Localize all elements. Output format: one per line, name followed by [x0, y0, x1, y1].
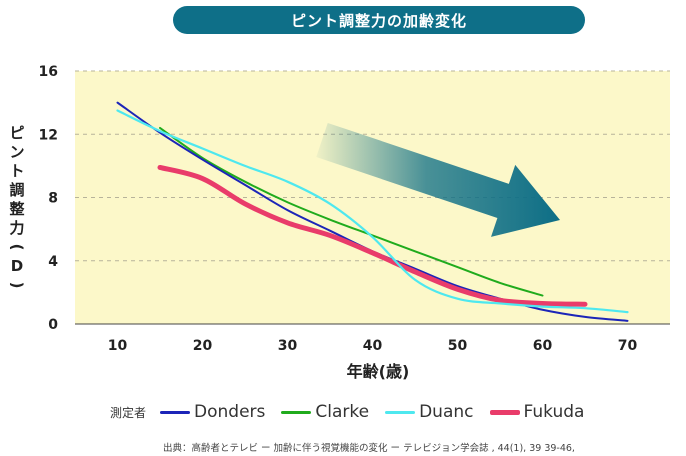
legend-label: Fukuda	[523, 402, 585, 422]
y-axis-label-char: 整	[9, 200, 24, 218]
series-line-fukuda	[157, 164, 588, 307]
legend-swatch	[489, 409, 520, 415]
x-axis-label: 年齢(歳)	[347, 362, 410, 381]
x-tick-label: 60	[533, 338, 553, 354]
y-axis-label-char: ン	[9, 143, 24, 161]
y-axis-label-char: (	[8, 244, 26, 251]
y-axis-label-char: )	[8, 282, 26, 289]
legend-swatch	[160, 410, 191, 414]
y-axis-label-char: D	[11, 257, 23, 275]
legend-swatch	[385, 410, 416, 414]
x-tick-label: 10	[108, 338, 128, 354]
legend-item-donders: Donders	[160, 402, 265, 422]
legend-label: Duanc	[419, 402, 474, 422]
y-tick-label: 8	[48, 191, 58, 207]
y-axis-label: ピント調整力 ( D)	[8, 124, 26, 288]
gridlines	[75, 70, 670, 262]
legend: 測定者 Donders Clarke Duanc Fukuda	[110, 401, 600, 423]
y-tick-label: 4	[48, 254, 58, 270]
legend-swatch	[281, 410, 312, 414]
series-lines	[116, 101, 629, 322]
chart-title-banner: ピント調整力の加齢変化	[173, 6, 585, 34]
legend-item-clarke: Clarke	[281, 402, 369, 422]
y-axis-label-char: 調	[9, 181, 24, 199]
x-tick-label: 70	[618, 338, 638, 354]
y-axis-label-char: ト	[9, 162, 24, 180]
legend-label: Donders	[194, 402, 266, 422]
decline-arrow-icon	[316, 122, 560, 237]
y-tick-label: 12	[39, 127, 58, 143]
y-tick-label: 0	[48, 317, 58, 333]
y-axis-label-char: ピ	[9, 124, 24, 142]
decline-arrow-annotation	[316, 122, 560, 237]
source-citation: 出典：高齢者とテレビ ー 加齢に伴う視覚機能の変化 ー テレビジョン学会誌 , …	[163, 443, 575, 454]
y-axis-label-char: 力	[9, 219, 24, 237]
chart-title: ピント調整力の加齢変化	[290, 11, 467, 30]
x-tick-label: 20	[193, 338, 213, 354]
x-tick-label: 50	[448, 338, 468, 354]
axes: 10 20 30 40 50 60 70 0 4 8 12 16	[39, 64, 670, 354]
legend-item-duanc: Duanc	[385, 402, 474, 422]
legend-title: 測定者	[110, 405, 147, 420]
x-tick-label: 30	[278, 338, 298, 354]
series-line-clarke	[159, 126, 544, 297]
series-line-duanc	[116, 109, 629, 314]
legend-item-fukuda: Fukuda	[489, 402, 585, 422]
x-tick-label: 40	[363, 338, 383, 354]
y-tick-label: 16	[39, 64, 58, 80]
legend-label: Clarke	[315, 402, 370, 422]
